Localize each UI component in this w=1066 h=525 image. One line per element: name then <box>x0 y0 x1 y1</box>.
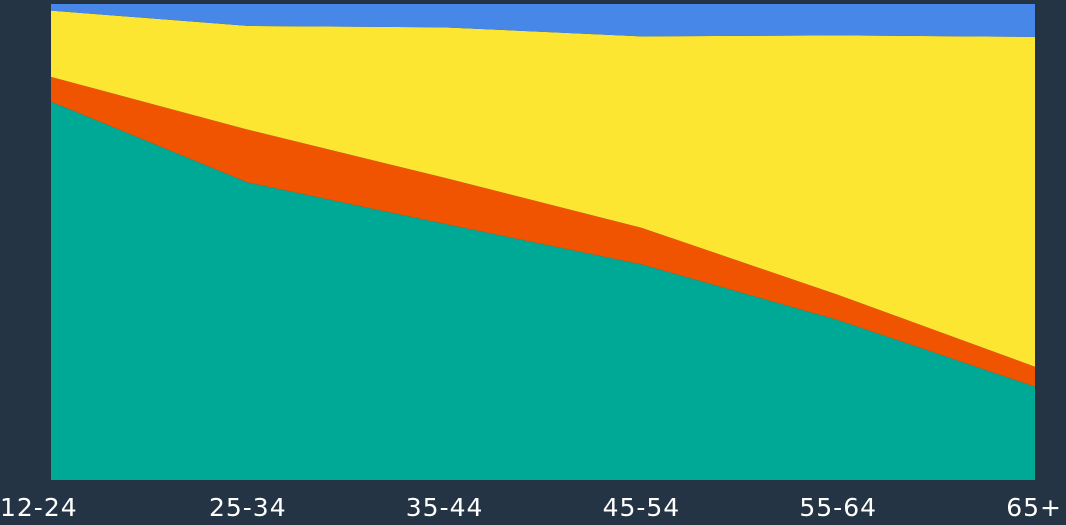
x-tick-label: 12-24 <box>0 493 78 522</box>
area-series-3 <box>51 10 1035 367</box>
area-series-4 <box>51 4 1035 37</box>
x-tick-label: 45-54 <box>603 493 681 522</box>
x-tick-label: 55-64 <box>799 493 877 522</box>
area-series-1 <box>51 101 1035 480</box>
x-axis-tick-labels: 12-24 25-34 35-44 45-54 55-64 65+ <box>0 493 1062 522</box>
x-tick-label: 25-34 <box>209 493 287 522</box>
area-series-group <box>51 4 1035 480</box>
area-series-2 <box>51 76 1035 387</box>
x-tick-label: 65+ <box>1006 493 1062 522</box>
x-tick-label: 35-44 <box>406 493 484 522</box>
